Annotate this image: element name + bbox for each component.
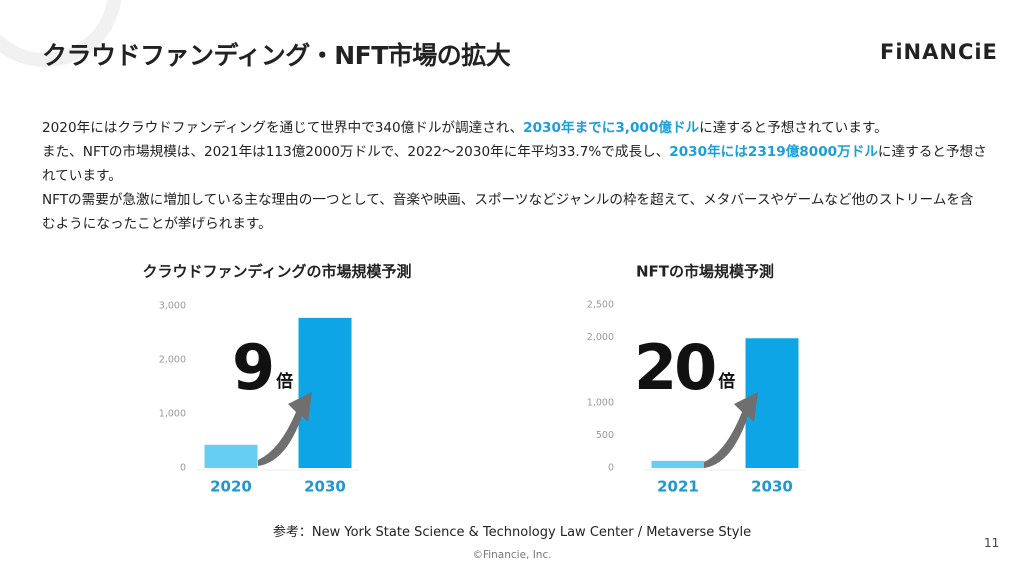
bar [651,460,705,468]
bar [204,444,258,468]
y-tick-label: 0 [608,463,614,474]
y-tick-label: 3,000 [159,301,186,312]
chart-title: NFTの市場規模予測 [636,263,774,281]
paragraph: NFTの需要が急激に増加している主な理由の一つとして、音楽や映画、スポーツなどジ… [42,188,987,236]
page-number: 11 [984,536,1000,550]
paragraph: また、NFTの市場規模は、2021年は113億2000万ドルで、2022〜203… [42,140,987,188]
text: 2020年にはクラウドファンディングを通じて世界中で340億ドルが調達され、 [42,120,524,136]
y-tick-label: 1,000 [587,397,614,408]
highlight-text: 2030年までに3,000億ドル [523,120,700,136]
y-tick-label: 2,000 [587,332,614,343]
annotation-unit: 倍 [718,371,735,392]
slide-title: クラウドファンディング・NFT市場の拡大 [42,41,511,70]
decoration [0,0,122,67]
body-text: 2020年にはクラウドファンディングを通じて世界中で340億ドルが調達され、20… [42,116,987,236]
paragraph: 2020年にはクラウドファンディングを通じて世界中で340億ドルが調達され、20… [42,116,987,140]
x-tick-label: 2030 [304,478,346,496]
chart-title: クラウドファンディングの市場規模予測 [143,263,412,281]
y-tick-label: 2,000 [159,355,186,366]
y-tick-label: 500 [596,430,614,441]
annotation-number: 20 [634,331,715,404]
bar [298,317,352,468]
highlight-text: 2030年には2319億8000万ドル [669,144,878,160]
annotation: 20 倍 [634,331,735,404]
annotation-number: 9 [232,331,272,404]
x-tick-label: 2021 [657,478,699,496]
copyright: ©Financie, Inc. [472,549,552,561]
text: NFTの需要が急激に増加している主な理由の一つとして、音楽や映画、スポーツなどジ… [42,192,974,232]
annotation-unit: 倍 [276,371,293,392]
y-tick-label: 1,000 [159,409,186,420]
x-tick-label: 2030 [751,478,793,496]
text: に達すると予想されています。 [699,120,888,136]
logo: FiNANCiE [880,40,998,64]
text: また、NFTの市場規模は、2021年は113億2000万ドルで、2022〜203… [42,144,670,160]
y-tick-label: 0 [180,463,186,474]
x-tick-label: 2020 [210,478,252,496]
y-tick-label: 2,500 [587,300,614,311]
arrow [704,392,758,468]
arrow [258,392,312,466]
source: 参考：New York State Science & Technology L… [272,525,752,540]
text: に達すると予想されています。 [42,144,987,184]
